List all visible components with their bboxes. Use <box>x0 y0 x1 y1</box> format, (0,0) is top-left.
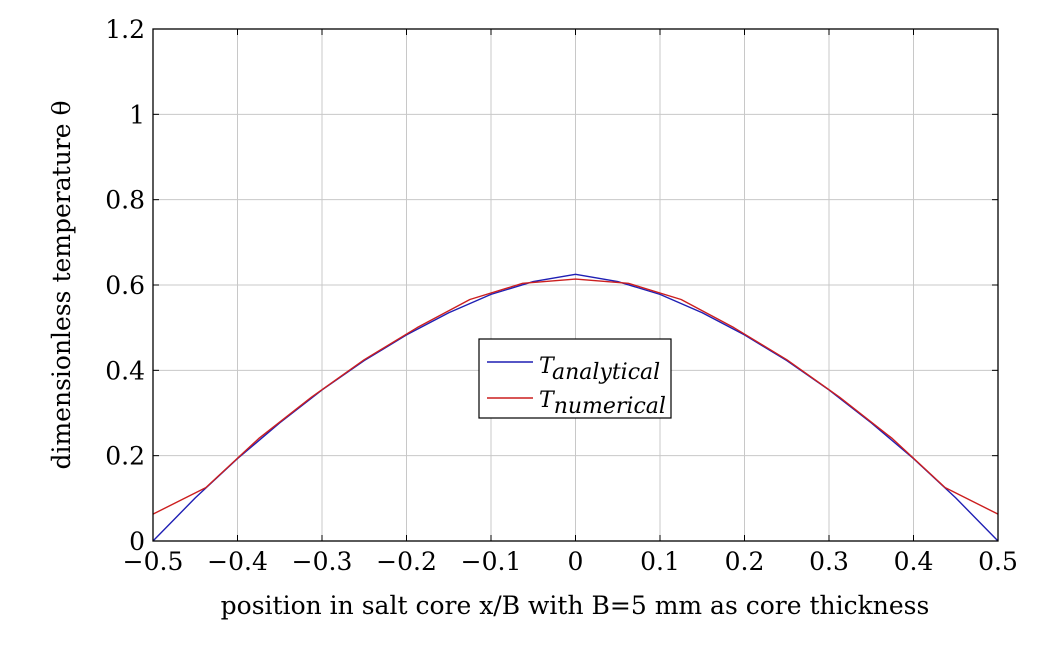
y-tick-label: 0.8 <box>105 186 145 215</box>
y-tick-label: 0 <box>129 527 145 556</box>
legend-label-analytical: Tanalytical <box>539 354 660 385</box>
y-tick-label: 0.6 <box>105 271 145 300</box>
x-axis-title: position in salt core x/B with B=5 mm as… <box>221 591 930 620</box>
y-tick-label: 0.2 <box>105 442 145 471</box>
x-tick-label: 0 <box>568 547 584 576</box>
x-tick-label: 0.1 <box>640 547 680 576</box>
x-tick-label: −0.5 <box>123 547 184 576</box>
x-tick-label: 0.2 <box>725 547 765 576</box>
y-tick-label: 1.2 <box>105 15 145 44</box>
x-tick-label: −0.4 <box>207 547 268 576</box>
y-axis-title: dimensionless temperature θ <box>47 100 76 469</box>
x-tick-label: 0.3 <box>809 547 849 576</box>
x-tick-label: −0.3 <box>292 547 353 576</box>
x-tick-label: −0.2 <box>376 547 437 576</box>
x-tick-label: 0.5 <box>978 547 1018 576</box>
series-group <box>152 273 999 542</box>
x-tick-label: 0.4 <box>894 547 934 576</box>
series-line-numerical <box>152 278 999 515</box>
y-axis-ticks: 0 0.2 0.4 0.6 0.8 1 1.2 <box>105 15 998 556</box>
x-tick-label: −0.1 <box>461 547 522 576</box>
legend-label-numerical: Tnumerical <box>539 388 666 419</box>
legend: Tanalytical Tnumerical <box>478 338 672 419</box>
grid <box>152 28 999 542</box>
y-tick-label: 1 <box>129 100 145 129</box>
legend-box <box>478 338 672 419</box>
x-axis-ticks: −0.5 −0.4 −0.3 −0.2 −0.1 0 0.1 0.2 0.3 0.4 0.5 <box>123 29 1018 576</box>
y-tick-label: 0.4 <box>105 356 145 385</box>
